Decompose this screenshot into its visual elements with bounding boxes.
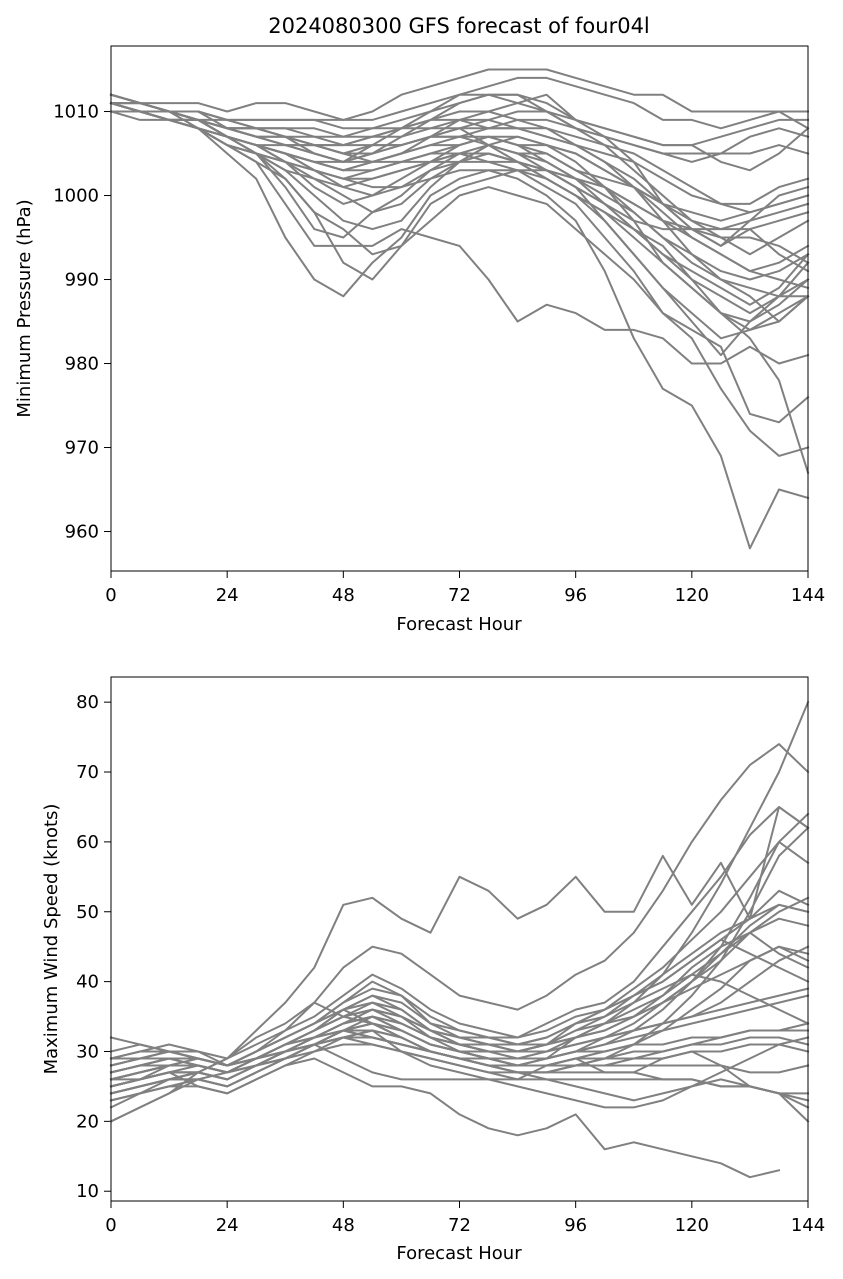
pressure-x-axis-label: Forecast Hour	[396, 614, 522, 635]
pressure-ensemble-line-28	[109, 101, 810, 214]
pressure-ensemble-line-17	[109, 101, 810, 265]
wind-y-tick-label: 50	[76, 902, 99, 923]
wind-ensemble-line-10	[109, 1029, 810, 1109]
pressure-y-tick-label: 1000	[53, 186, 99, 207]
pressure-x-tick-label: 24	[216, 585, 239, 606]
pressure-ensemble-line-21	[109, 101, 810, 457]
wind-y-tick-label: 30	[76, 1041, 99, 1062]
pressure-panel: 2024080300 GFS forecast of four04l 0 24 48…	[14, 14, 825, 635]
wind-ensemble-line-11	[109, 826, 810, 1074]
pressure-ensemble-line-10	[110, 93, 810, 256]
wind-y-tick-label: 40	[76, 972, 99, 993]
pressure-x-tick-label: 144	[791, 585, 825, 606]
pressure-y-tick-label: 990	[65, 270, 99, 291]
pressure-ensemble-line-12	[109, 101, 810, 315]
wind-plot-frame	[110, 676, 809, 1202]
wind-x-tick-label: 24	[216, 1215, 239, 1236]
wind-x-tick-label: 72	[448, 1215, 471, 1236]
wind-x-tick-label: 96	[564, 1215, 587, 1236]
wind-x-tick-label: 144	[791, 1215, 825, 1236]
wind-ensemble-line-12	[109, 812, 810, 1081]
pressure-axes-ticks: 0 24 48 72 96 120 144 960 970 980 990 1000 1010	[53, 102, 825, 606]
chart-title: 2024080300 GFS forecast of four04l	[268, 14, 650, 38]
pressure-ensemble-line-3	[109, 110, 810, 365]
wind-ensemble-line-30	[109, 945, 810, 1095]
wind-y-tick-label: 10	[76, 1181, 99, 1202]
pressure-y-tick-label: 1010	[53, 102, 99, 123]
wind-ensemble-line-31	[110, 1036, 810, 1123]
pressure-ensemble-line-1	[109, 68, 809, 121]
wind-y-axis-label: Maximum Wind Speed (knots)	[41, 804, 62, 1075]
wind-x-tick-label: 48	[332, 1215, 355, 1236]
wind-panel: 0 24 48 72 96 120 144 10 20 30 40 50 60 70 80 Forecast…	[41, 676, 825, 1264]
wind-x-tick-label: 120	[675, 1215, 709, 1236]
pressure-ensemble-line-27	[110, 110, 810, 306]
pressure-plot-frame	[110, 45, 809, 572]
pressure-ensemble-line-2	[109, 101, 810, 550]
wind-series-group	[109, 700, 810, 1179]
pressure-x-tick-label: 96	[564, 585, 587, 606]
pressure-y-axis-label: Minimum Pressure (hPa)	[14, 199, 35, 417]
wind-y-tick-label: 20	[76, 1111, 99, 1132]
wind-y-tick-label: 60	[76, 832, 99, 853]
pressure-x-tick-label: 120	[675, 585, 709, 606]
wind-ensemble-line-8	[109, 806, 810, 1067]
pressure-y-tick-label: 980	[65, 354, 99, 375]
pressure-x-tick-label: 72	[448, 585, 471, 606]
wind-ensemble-line-17	[109, 889, 810, 1123]
pressure-x-tick-label: 48	[332, 585, 355, 606]
wind-x-tick-label: 0	[105, 1215, 116, 1236]
pressure-series-group	[109, 68, 810, 550]
wind-axes-ticks: 0 24 48 72 96 120 144 10 20 30 40 50 60 70 80	[76, 692, 825, 1236]
pressure-x-tick-label: 0	[105, 585, 116, 606]
wind-y-tick-label: 80	[76, 692, 99, 713]
wind-ensemble-line-6	[109, 743, 810, 1067]
pressure-y-tick-label: 970	[65, 438, 99, 459]
wind-y-tick-label: 70	[76, 762, 99, 783]
wind-x-axis-label: Forecast Hour	[396, 1243, 522, 1264]
wind-ensemble-line-5	[109, 903, 810, 1081]
pressure-y-tick-label: 960	[65, 522, 99, 543]
pressure-ensemble-line-31	[110, 110, 810, 231]
